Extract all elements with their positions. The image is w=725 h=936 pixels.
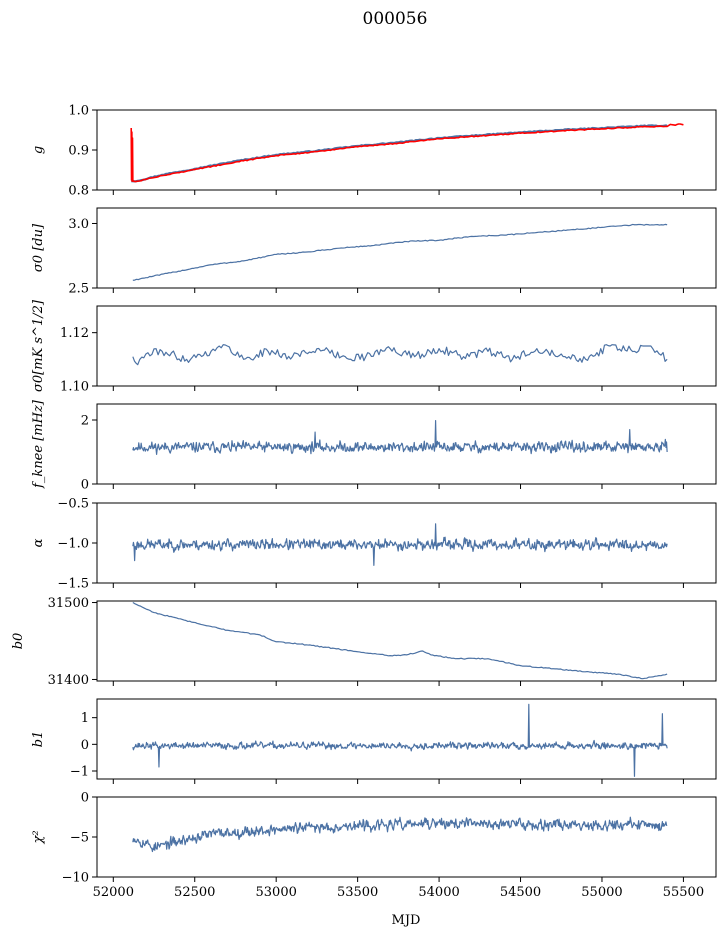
panel-6-frame: [97, 601, 716, 681]
panel-2-series-1-line: [133, 224, 667, 280]
panel-7-frame: [97, 699, 716, 779]
panel-4-ytick-label: 2: [81, 414, 89, 429]
panel-3: 1.10 1.12 σ0[mK s^1/2]: [31, 299, 716, 394]
panel-6-series-1-line: [133, 603, 667, 679]
panel-8-series-1-line: [133, 817, 667, 851]
panel-2-ytick-label: 3.0: [68, 217, 89, 232]
panel-8-ytick-label: 0: [81, 791, 89, 806]
panel-4-ylabel: f_knee [mHz]: [31, 399, 46, 489]
x-tick-label: 53500: [337, 885, 378, 900]
panel-3-series-1-line: [133, 345, 667, 365]
panel-2-ylabel: σ0 [du]: [31, 223, 46, 272]
panel-7-ytick-label: −1: [70, 765, 89, 780]
panel-1-ytick-label: 0.9: [68, 144, 89, 159]
panel-6-ylabel: b0: [11, 633, 26, 650]
x-axis-label: MJD: [392, 913, 421, 928]
x-tick-label: 52000: [93, 885, 134, 900]
panel-5-ylabel: α: [31, 538, 46, 547]
panel-2-frame: [97, 208, 716, 288]
panel-1-series-1-line: [131, 125, 667, 181]
panel-4-series-1-line: [133, 421, 667, 455]
x-tick-label: 55000: [581, 885, 622, 900]
panel-7-series-1-line: [133, 704, 667, 776]
panel-1-series-2-line: [131, 124, 683, 182]
x-tick-label: 53000: [256, 885, 297, 900]
panel-1: 0.8 0.9 1.0 g: [31, 104, 716, 199]
panel-4-ytick-label: 0: [81, 478, 89, 493]
panel-3-ylabel: σ0[mK s^1/2]: [31, 299, 46, 392]
panel-1-ytick-label: 0.8: [68, 184, 89, 199]
panel-1-ytick-label: 1.0: [68, 104, 89, 119]
panel-2-ytick-label: 2.5: [68, 282, 89, 297]
panel-8-ylabel: χ²: [31, 830, 46, 844]
panel-6-ytick-label: 31400: [48, 673, 89, 688]
panel-7: −1 0 1 b1: [31, 699, 716, 784]
x-tick-label: 55500: [663, 885, 704, 900]
panel-8: −10 −5 0 52000 52500 53000 53500 54000 54500 5500…: [31, 791, 716, 901]
panel-7-ytick-label: 1: [81, 711, 89, 726]
panel-8-ytick-label: −10: [62, 871, 89, 886]
panel-6-ytick-label: 31500: [48, 596, 89, 611]
panel-1-ylabel: g: [31, 146, 46, 154]
panel-5-ytick-label: −1.5: [57, 577, 89, 592]
x-tick-label: 54000: [418, 885, 459, 900]
panel-3-ytick-label: 1.10: [60, 380, 89, 395]
x-tick-label: 52500: [174, 885, 215, 900]
figure-title: 000056: [363, 9, 428, 29]
panel-7-ylabel: b1: [31, 731, 46, 748]
x-tick-label: 54500: [500, 885, 541, 900]
panel-5-ytick-label: −1.0: [57, 537, 89, 552]
panel-1-frame: [97, 110, 716, 190]
panel-8-ytick-label: −5: [70, 831, 89, 846]
panel-4: 0 2 f_knee [mHz]: [31, 399, 716, 492]
panel-3-ytick-label: 1.12: [60, 326, 89, 341]
panel-5-ytick-label: −0.5: [57, 497, 89, 512]
panel-6: 31400 31500 b0: [11, 596, 716, 688]
panel-5-series-1-line: [133, 524, 667, 566]
panel-5: −1.5 −1.0 −0.5 α: [31, 497, 716, 592]
panel-7-ytick-label: 0: [81, 738, 89, 753]
panel-2: 2.5 3.0 σ0 [du]: [31, 208, 716, 297]
